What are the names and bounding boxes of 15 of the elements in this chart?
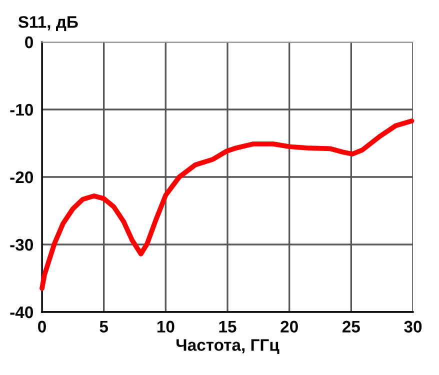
y-tick-label: 0	[25, 36, 33, 48]
x-tick-label: 15	[219, 320, 236, 333]
line-series	[40, 118, 414, 291]
x-axis-title: Частота, ГГц	[176, 339, 280, 354]
y-tick-label: -20	[10, 171, 33, 184]
x-tick-label: 0	[38, 320, 46, 333]
x-tick-label: 5	[100, 320, 108, 333]
y-tick-label: -40	[10, 306, 33, 318]
x-tick-label: 30	[404, 320, 422, 333]
y-tick-label: -30	[10, 238, 33, 251]
y-axis-title: S11, дБ	[18, 16, 78, 32]
x-tick-label: 25	[342, 320, 360, 333]
x-tick-label: 10	[157, 320, 174, 333]
y-tick-label: -10	[10, 104, 33, 116]
x-tick-label: 20	[280, 320, 298, 333]
